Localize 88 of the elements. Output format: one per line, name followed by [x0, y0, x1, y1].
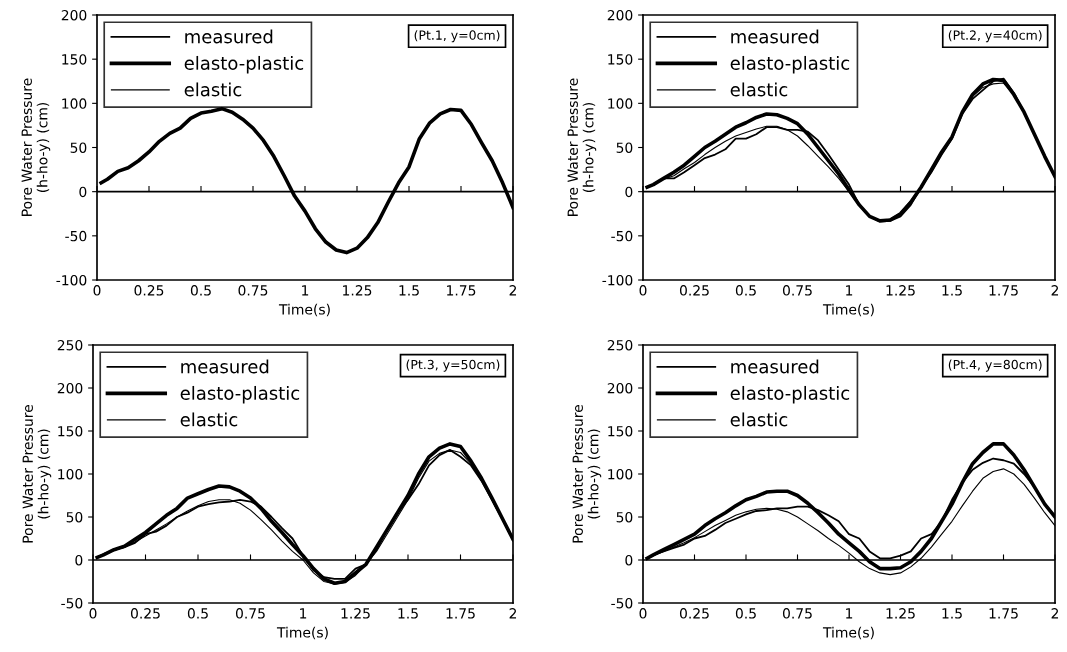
x-axis-title: Time(s): [276, 626, 328, 640]
y-tick-label: 100: [608, 98, 633, 109]
y-tick-label: 0: [79, 186, 87, 198]
y-tick-label: 50: [616, 142, 633, 153]
x-tick-label: 0.5: [735, 608, 756, 619]
x-tick-label: 1: [846, 608, 853, 619]
legend-label: elasto-plastic: [184, 55, 304, 74]
x-tick-label: 1.75: [447, 285, 476, 296]
x-tick-label: 1: [300, 608, 307, 619]
y-axis-title: Pore Water Pressure (h-ho-y) (cm): [572, 404, 602, 543]
y-tick-label: 150: [58, 425, 83, 437]
y-axis-title: Pore Water Pressure (h-ho-y) (cm): [21, 78, 51, 216]
x-tick-label: 0.75: [238, 285, 268, 296]
x-tick-label: 0.75: [782, 608, 812, 619]
x-tick-label: 0: [639, 608, 647, 619]
legend-label: measured: [181, 359, 269, 374]
legend-label: elastic: [730, 82, 788, 97]
y-tick-label: 200: [607, 9, 633, 21]
y-tick-label: 0: [75, 554, 83, 566]
y-tick-label: -50: [611, 597, 633, 609]
x-tick-label: 1.25: [343, 285, 372, 296]
x-tick-label: 1.75: [446, 608, 475, 619]
annotation: (Pt.2, y=40cm): [948, 30, 1042, 43]
x-tick-label: 0.75: [235, 608, 265, 619]
legend-label: elastic: [180, 412, 238, 427]
x-tick-label: 0.5: [187, 608, 208, 619]
y-tick-label: 200: [607, 382, 633, 394]
annotation: (Pt.4, y=80cm): [948, 359, 1042, 372]
legend-label: measured: [731, 359, 819, 374]
x-axis-title: Time(s): [822, 626, 874, 640]
x-tick-label: 1.75: [989, 608, 1018, 619]
x-tick-label: 2: [509, 608, 517, 619]
x-tick-label: 2: [1051, 285, 1059, 296]
legend-label: elasto-plastic: [180, 385, 300, 404]
x-tick-label: 0.25: [679, 285, 709, 296]
legend-label: elasto-plastic: [730, 55, 850, 74]
x-tick-label: 1.25: [886, 285, 915, 296]
y-tick-label: 50: [70, 142, 87, 153]
x-tick-label: 1.25: [341, 608, 370, 619]
x-tick-label: 0.5: [190, 285, 211, 296]
x-tick-label: 1.5: [399, 285, 419, 296]
legend-label: elasto-plastic: [730, 385, 850, 404]
x-tick-label: 2: [509, 285, 517, 296]
y-tick-label: 250: [57, 339, 83, 351]
x-tick-label: 0.5: [735, 285, 756, 296]
legend-label: elastic: [184, 82, 242, 97]
y-tick-label: -50: [611, 230, 633, 242]
y-axis-title: Pore Water Pressure (h-ho-y) (cm): [567, 78, 597, 216]
annotation: (Pt.3, y=50cm): [406, 359, 500, 372]
y-tick-label: 0: [625, 554, 633, 566]
x-tick-label: 0: [89, 608, 97, 619]
y-tick-label: -100: [602, 274, 633, 286]
y-tick-label: 50: [66, 511, 83, 523]
x-tick-label: 0.75: [782, 285, 812, 296]
x-tick-label: 1: [302, 285, 309, 296]
y-tick-label: 150: [62, 54, 87, 65]
y-tick-label: 100: [62, 98, 87, 109]
y-tick-label: 200: [61, 9, 87, 21]
x-tick-label: 0: [93, 285, 101, 296]
x-tick-label: 2: [1051, 608, 1059, 619]
y-tick-label: 0: [625, 186, 633, 198]
x-tick-label: 1.25: [886, 608, 915, 619]
y-tick-label: 150: [608, 425, 633, 437]
x-tick-label: 1.5: [942, 608, 962, 619]
y-tick-label: -50: [65, 230, 87, 242]
y-tick-label: -100: [56, 274, 87, 286]
x-tick-label: 0.25: [130, 608, 160, 619]
x-tick-label: 1.5: [398, 608, 418, 619]
x-tick-label: 0: [639, 285, 647, 296]
y-tick-label: -50: [61, 597, 83, 609]
y-tick-label: 250: [607, 339, 633, 351]
x-tick-label: 0.25: [679, 608, 709, 619]
legend-label: elastic: [730, 412, 788, 427]
y-tick-label: 100: [58, 468, 83, 480]
annotation: (Pt.1, y=0cm): [414, 30, 500, 43]
y-tick-label: 200: [57, 382, 83, 394]
y-tick-label: 100: [608, 468, 633, 480]
legend-label: measured: [731, 29, 819, 44]
legend-label: measured: [185, 29, 273, 44]
x-axis-title: Time(s): [278, 303, 330, 317]
x-tick-label: 1.75: [989, 285, 1018, 296]
x-axis-title: Time(s): [822, 303, 874, 317]
y-tick-label: 150: [608, 54, 633, 65]
x-tick-label: 1: [846, 285, 853, 296]
y-axis-title: Pore Water Pressure (h-ho-y) (cm): [22, 404, 52, 543]
x-tick-label: 1.5: [942, 285, 962, 296]
x-tick-label: 0.25: [134, 285, 164, 296]
y-tick-label: 50: [616, 511, 633, 523]
